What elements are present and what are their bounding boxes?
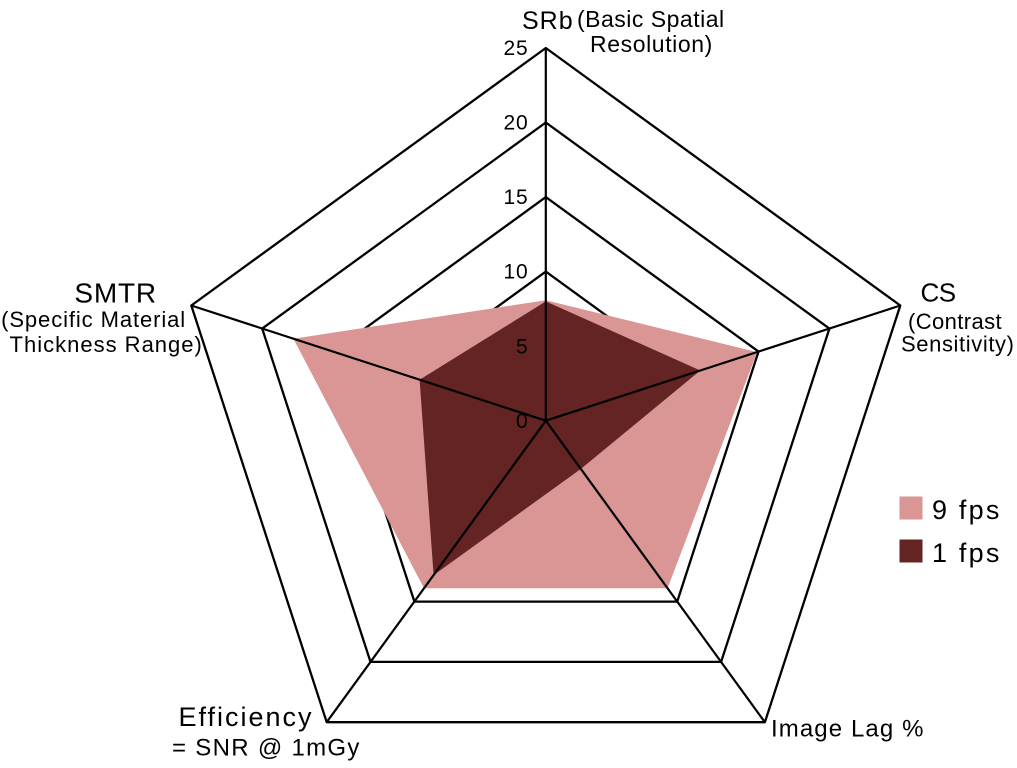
svg-text:(Specific Material: (Specific Material xyxy=(1,307,186,332)
svg-text:Efficiency: Efficiency xyxy=(179,702,314,732)
svg-text:Image Lag %: Image Lag % xyxy=(771,716,925,743)
svg-text:5: 5 xyxy=(516,335,528,358)
svg-text:(Basic Spatial: (Basic Spatial xyxy=(577,6,725,32)
svg-text:Sensitivity): Sensitivity) xyxy=(901,332,1015,357)
svg-text:15: 15 xyxy=(504,186,529,209)
svg-text:Resolution): Resolution) xyxy=(590,31,713,57)
svg-text:SMTR: SMTR xyxy=(74,277,157,308)
svg-text:25: 25 xyxy=(504,37,529,60)
svg-text:20: 20 xyxy=(504,112,529,135)
svg-text:10: 10 xyxy=(504,261,529,284)
svg-text:0: 0 xyxy=(516,410,528,433)
svg-text:CS: CS xyxy=(920,278,955,308)
svg-text:9 fps: 9 fps xyxy=(932,495,1002,525)
svg-text:1 fps: 1 fps xyxy=(932,538,1002,568)
svg-text:(Contrast: (Contrast xyxy=(908,309,1002,334)
svg-text:SRb: SRb xyxy=(522,7,574,35)
svg-text:Thickness Range): Thickness Range) xyxy=(10,332,203,357)
svg-text:= SNR @ 1mGy: = SNR @ 1mGy xyxy=(172,735,361,762)
